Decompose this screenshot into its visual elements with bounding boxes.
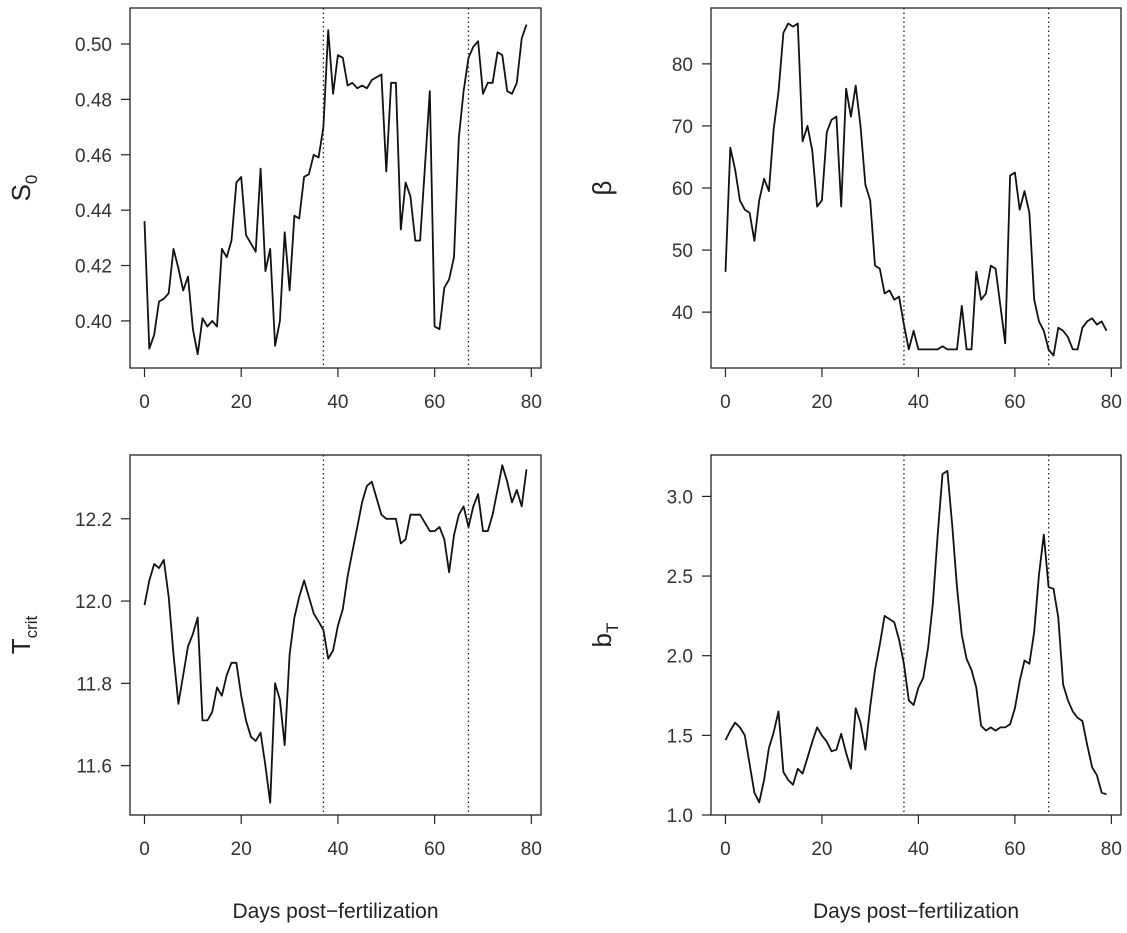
y-tick-label: 12.2 — [75, 510, 112, 531]
y-axis-label-main: T — [6, 638, 36, 654]
panel-2: 0 20 40 60 80 40 50 60 70 80 β — [587, 7, 1122, 413]
x-tick-label: 80 — [521, 839, 542, 860]
y-axis-label: S0 — [6, 175, 41, 202]
series-line — [724, 22, 1108, 357]
y-tick-label: 0.40 — [75, 312, 112, 333]
y-tick-label: 0.46 — [75, 146, 112, 167]
x-tick-label: 20 — [231, 839, 252, 860]
y-tick-label: 40 — [672, 303, 693, 324]
x-tick-label: 60 — [1004, 839, 1025, 860]
x-tick-label: 0 — [139, 839, 150, 860]
y-axis-label-subscript: crit — [22, 615, 41, 638]
y-tick-label: 0.44 — [75, 201, 112, 222]
plot-frame — [710, 7, 1122, 369]
y-tick-label: 11.8 — [76, 674, 112, 695]
y-tick-label: 2.0 — [667, 647, 693, 668]
x-tick-label: 40 — [908, 392, 929, 413]
y-tick-label: 11.6 — [76, 757, 112, 778]
y-tick-label: 1.0 — [667, 806, 693, 827]
y-axis-label: bT — [587, 623, 622, 648]
panel-4: 0 20 40 60 80 1.0 1.5 2.0 2.5 3.0 bT Days post−fert… — [587, 454, 1122, 923]
series-line — [724, 470, 1107, 804]
y-axis-label: β — [587, 181, 617, 196]
plot-frame — [129, 454, 542, 816]
y-axis-label: Tcrit — [6, 615, 41, 654]
x-tick-label: 60 — [424, 392, 445, 413]
y-tick-label: 0.48 — [75, 90, 112, 111]
y-tick-label: 80 — [672, 55, 693, 76]
y-tick-label: 1.5 — [667, 726, 693, 747]
plot-frame — [129, 7, 542, 369]
panel-3: 0 20 40 60 80 11.6 11.8 12.0 12.2 Tcrit Days post−… — [6, 454, 542, 923]
x-axis-label: Days post−fertilization — [232, 900, 438, 923]
x-tick-label: 0 — [139, 392, 150, 413]
y-axis-label-subscript: T — [603, 623, 622, 633]
y-tick-label: 50 — [672, 241, 693, 262]
x-tick-label: 60 — [1004, 392, 1025, 413]
series-line — [143, 24, 528, 356]
x-tick-label: 0 — [720, 839, 731, 860]
x-tick-label: 0 — [720, 392, 731, 413]
y-tick-label: 60 — [672, 179, 693, 200]
y-axis-label-subscript: 0 — [22, 175, 41, 184]
plot-frame — [710, 454, 1122, 816]
y-tick-label: 70 — [672, 117, 693, 138]
y-tick-label: 3.0 — [667, 487, 693, 508]
y-tick-label: 0.50 — [75, 35, 112, 56]
x-tick-label: 60 — [424, 839, 445, 860]
y-axis-label-main: b — [587, 633, 617, 647]
x-axis-label: Days post−fertilization — [813, 900, 1019, 923]
y-tick-label: 0.42 — [75, 257, 112, 278]
y-tick-label: 12.0 — [75, 592, 112, 613]
x-tick-label: 20 — [231, 392, 252, 413]
x-tick-label: 20 — [811, 839, 832, 860]
x-tick-label: 40 — [908, 839, 929, 860]
x-tick-label: 80 — [521, 392, 542, 413]
x-tick-label: 80 — [1101, 392, 1122, 413]
series-line — [143, 464, 528, 804]
x-tick-label: 80 — [1101, 839, 1122, 860]
x-tick-label: 40 — [327, 839, 348, 860]
x-tick-label: 40 — [327, 392, 348, 413]
y-tick-label: 2.5 — [667, 567, 693, 588]
y-axis-label-main: β — [587, 181, 617, 196]
x-tick-label: 20 — [811, 392, 832, 413]
y-axis-label-main: S — [6, 184, 36, 201]
